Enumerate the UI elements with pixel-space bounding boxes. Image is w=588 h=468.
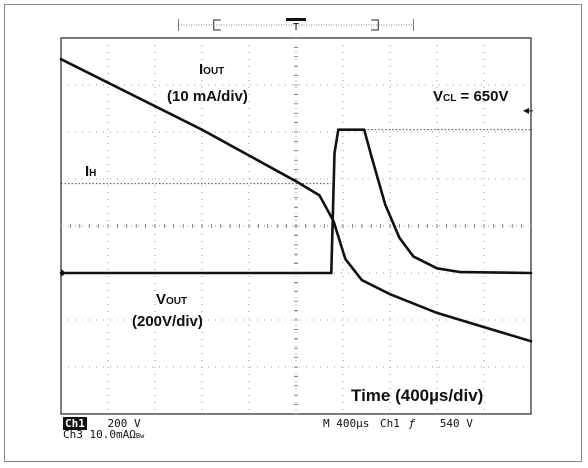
vout-label-main: V [156,291,167,308]
trace-point-vout [363,129,365,131]
oscilloscope-frame: T IOUT (10 mA/div) VCL = 650V IH VOUT (2… [4,4,582,462]
trace-vout [59,128,533,275]
ch3-suffix: Bw [135,432,145,440]
trace-point-iout [201,129,203,131]
trigger-slope: ƒ [408,417,416,430]
vout-scale-label: (200V/div) [132,313,203,330]
vcl-label-main: V [433,88,444,105]
trace-point-vout [398,237,400,239]
trace-point-iout [389,293,391,295]
trace-point-iout [361,279,363,281]
trigger-marker-bar [286,18,306,21]
ch3-status: Ch3 10.0mAΩBw [63,428,144,441]
trace-point-iout [436,312,438,314]
trace-point-iout [530,340,532,342]
ch1-badge: Ch1 [63,417,87,430]
trace-point-iout [318,194,321,196]
record-bracket-right [371,19,379,31]
trace-point-vout [60,272,62,274]
timebase: M 400µs [323,417,370,430]
vout-label-sub: OUT [166,296,188,307]
vcl-label-rest: = 650V [456,88,509,105]
ch1-scale: 200 V [107,417,141,430]
trace-point-vout [337,129,339,131]
trigger-level: 540 V [439,417,473,430]
trigger-source: Ch1 [379,417,400,430]
iout-label-sub: OUT [203,66,225,77]
trace-point-iout [295,180,297,182]
trace-point-vout [384,204,386,206]
oscilloscope-display: T [59,18,533,415]
trace-point-vout [333,152,336,154]
record-bracket-left [213,19,221,31]
iout-scale-label: (10 mA/div) [167,88,248,105]
ch3-text: Ch3 10.0mAΩ [63,428,136,441]
trace-point-vout [330,272,332,274]
ih-label: IH [85,163,96,180]
trigger-level-marker [523,107,529,114]
iout-label: IOUT [199,61,224,78]
timebase-status: M 400µs Ch1 ƒ 540 V [323,417,473,430]
trace-point-vout [412,256,415,258]
time-label: Time (400µs/div) [351,386,484,405]
ch1-status: Ch1 200 V [63,417,141,430]
iout-label-main: I [199,61,204,78]
trace-point-iout [483,326,485,328]
trace-point-iout [60,58,62,60]
trace-point-iout [344,258,346,260]
trace-iout [59,57,533,343]
trace-point-vout [370,154,372,157]
vout-label: VOUT [156,291,187,308]
ih-label-sub: H [89,168,97,179]
trace-point-iout [107,82,109,84]
trace-point-iout [154,105,156,107]
trace-point-vout [530,272,532,274]
vcl-label-sub: CL [443,93,457,104]
trigger-marker: T [293,22,299,33]
trace-point-iout [248,154,250,157]
trace-point-vout [436,267,438,269]
vcl-label: VCL = 650V [433,88,509,105]
trace-point-vout [459,271,462,273]
ih-label-main: I [85,163,90,180]
